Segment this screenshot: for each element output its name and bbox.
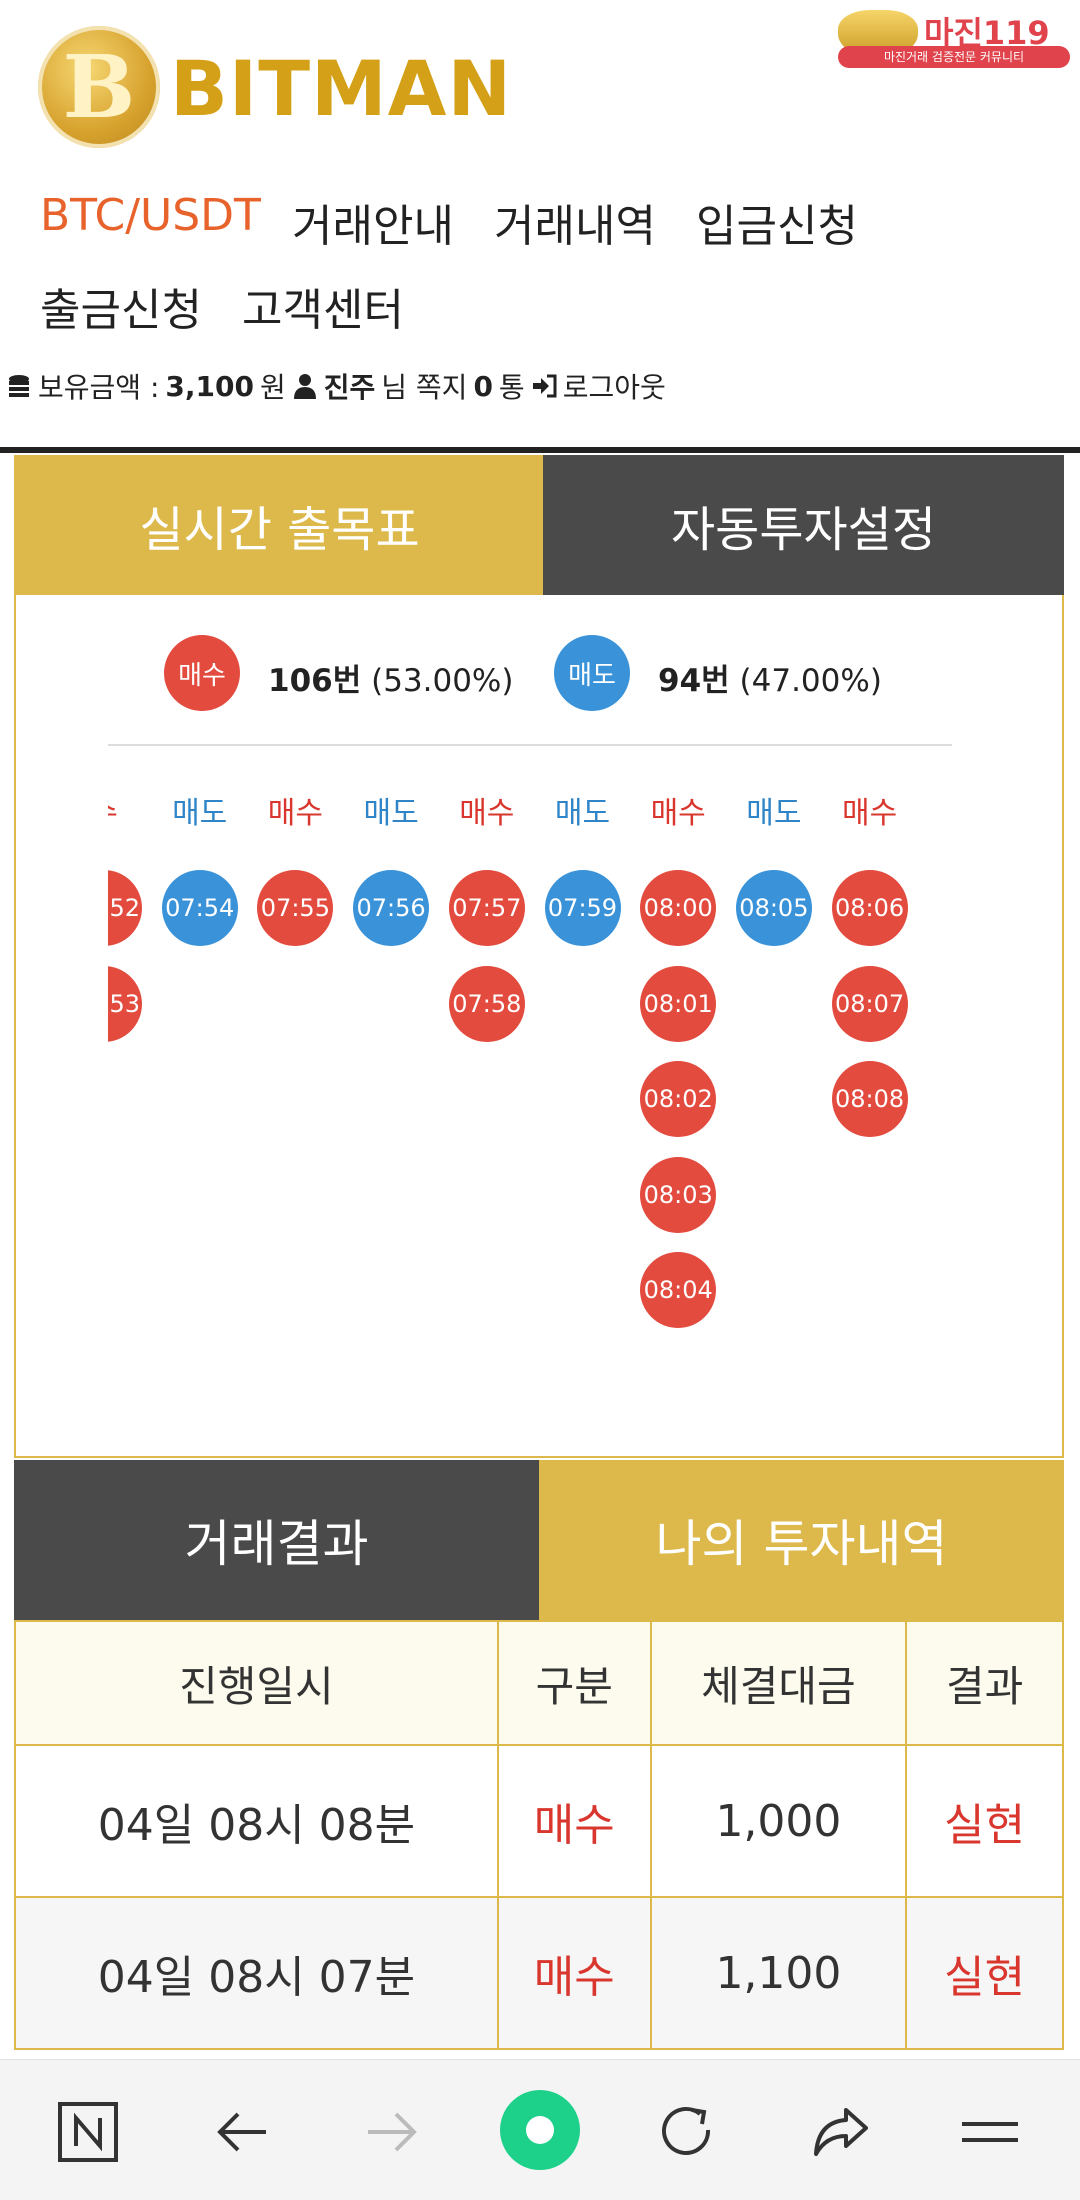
column-head: 매수 [650,796,706,831]
buy-time-dot: 08:01 [640,965,717,1042]
column-head: 매수 [267,796,323,831]
balance-unit: 원 [259,371,286,404]
result-table: 진행일시 구분 체결대금 결과 04일 08시 08분 매수 1,000 실현 … [14,1620,1064,2050]
buy-count: 106번 [268,663,362,699]
buy-time-dot: 08:08 [831,1061,908,1137]
sell-time-dot: 07:54 [161,870,238,946]
cell-result: 실현 [905,1744,1064,1898]
badge-subtitle: 마진거래 검증전문 커뮤니티 [838,46,1070,68]
sell-pct: (47.00%) [739,663,882,699]
sell-time-dot: 07:59 [544,870,621,946]
buy-time-dot: 08:02 [640,1061,717,1137]
buy-time-dot: 08:06 [831,870,908,946]
cell-type: 매수 [496,1744,652,1898]
forward-arrow-icon[interactable] [360,2100,424,2164]
sell-time-dot: 07:56 [353,870,430,946]
naver-n-icon[interactable] [56,2100,120,2164]
nav-btc-usdt[interactable]: BTC/USDT [40,190,261,241]
logout-link[interactable]: 로그아웃 [562,371,666,404]
buy-time-dot: 08:04 [640,1252,717,1328]
column-head: 매도 [363,796,419,831]
tab-trade-result[interactable]: 거래결과 [14,1460,539,1620]
refresh-icon[interactable] [656,2100,720,2164]
nav-deposit[interactable]: 입금신청 [696,201,858,252]
buy-pct: (53.00%) [371,663,514,699]
column-head: 매도 [554,796,611,831]
cell-datetime: 04일 08시 08분 [14,1744,499,1898]
column-head: 수 [108,788,154,832]
stats-divider [108,744,952,746]
header-datetime: 진행일시 [14,1620,499,1746]
user-suffix: 님 쪽지 [381,371,468,404]
message-count[interactable]: 0 [473,369,493,403]
sell-count: 94번 [658,663,730,699]
sell-stat: 94번 (47.00%) [658,655,882,700]
header-amount: 체결대금 [649,1620,908,1746]
tab-auto-invest[interactable]: 자동투자설정 [543,455,1064,595]
column-head: 매수 [459,796,515,831]
user-icon [293,374,316,399]
balance-value: 3,100 [165,369,254,403]
table-row: 04일 08시 07분 매수 1,100 실현 [14,1896,1064,2050]
cell-amount: 1,000 [649,1744,908,1898]
nav-withdraw[interactable]: 출금신청 [40,285,202,336]
partner-badge[interactable]: 마진119 마진거래 검증전문 커뮤니티 [838,8,1070,68]
cell-result: 실현 [905,1896,1064,2050]
message-unit: 통 [498,371,525,404]
home-circle-icon[interactable] [498,2088,582,2172]
bitcoin-coin-icon: B [38,26,160,148]
result-panel: 거래결과 나의 투자내역 진행일시 구분 체결대금 결과 04일 08시 08분… [14,1460,1064,2060]
cell-amount: 1,100 [649,1896,908,2050]
logout-icon [532,374,557,398]
header-divider [0,447,1080,453]
sell-pill: 매도 [554,635,630,711]
column-head: 매도 [172,796,228,831]
nav-trade-guide[interactable]: 거래안내 [292,201,454,252]
nav-support[interactable]: 고객센터 [242,285,404,336]
column-head: 매수 [841,796,898,831]
buy-time-dot: 08:00 [640,870,717,946]
share-icon[interactable] [808,2100,872,2164]
logo-text: BITMAN [170,44,513,133]
balance-label: 보유금액 : [38,371,160,404]
trend-board: 수 :52 :53 매도 07:54 매수 07:55 매도 07:56 매수 07:57 07:58… [108,760,952,1380]
table-row: 04일 08시 08분 매수 1,000 실현 [14,1744,1064,1898]
nav-trade-history[interactable]: 거래내역 [494,201,656,252]
user-info-bar: 보유금액 : 3,100 원 진주 님 쪽지 0 통 로그아웃 [6,366,666,406]
column-head: 매도 [746,796,802,831]
header-type: 구분 [496,1620,652,1746]
buy-time-dot: 07:57 [448,870,525,946]
realtime-panel: 실시간 출목표 자동투자설정 매수 106번 (53.00%) 매도 94번 (… [14,455,1064,1458]
buy-time-dot: 08:03 [640,1156,717,1233]
cell-type: 매수 [496,1896,652,2050]
header-result: 결과 [905,1620,1064,1746]
buy-stat: 106번 (53.00%) [268,655,514,700]
buy-time-dot: :52 [108,870,142,946]
tab-realtime-chart[interactable]: 실시간 출목표 [16,455,543,595]
buy-pill: 매수 [164,635,240,711]
buy-time-dot: 07:58 [448,965,525,1042]
sell-time-dot: 08:05 [735,870,812,946]
buy-time-dot: 08:07 [831,965,908,1042]
tab-my-investments[interactable]: 나의 투자내역 [539,1460,1064,1620]
browser-bottom-bar [0,2059,1080,2200]
table-header-row: 진행일시 구분 체결대금 결과 [14,1620,1064,1746]
cell-datetime: 04일 08시 07분 [14,1896,499,2050]
buy-sell-stats: 매수 106번 (53.00%) 매도 94번 (47.00%) [16,635,1066,715]
coins-icon [9,375,29,397]
buy-time-dot: :53 [108,965,142,1042]
back-arrow-icon[interactable] [210,2100,274,2164]
site-logo[interactable]: B BITMAN [38,24,511,149]
buy-time-dot: 07:55 [257,870,334,946]
menu-icon[interactable] [958,2100,1022,2164]
badge-title: 마진119 [924,14,1050,52]
user-name: 진주 [323,371,376,404]
